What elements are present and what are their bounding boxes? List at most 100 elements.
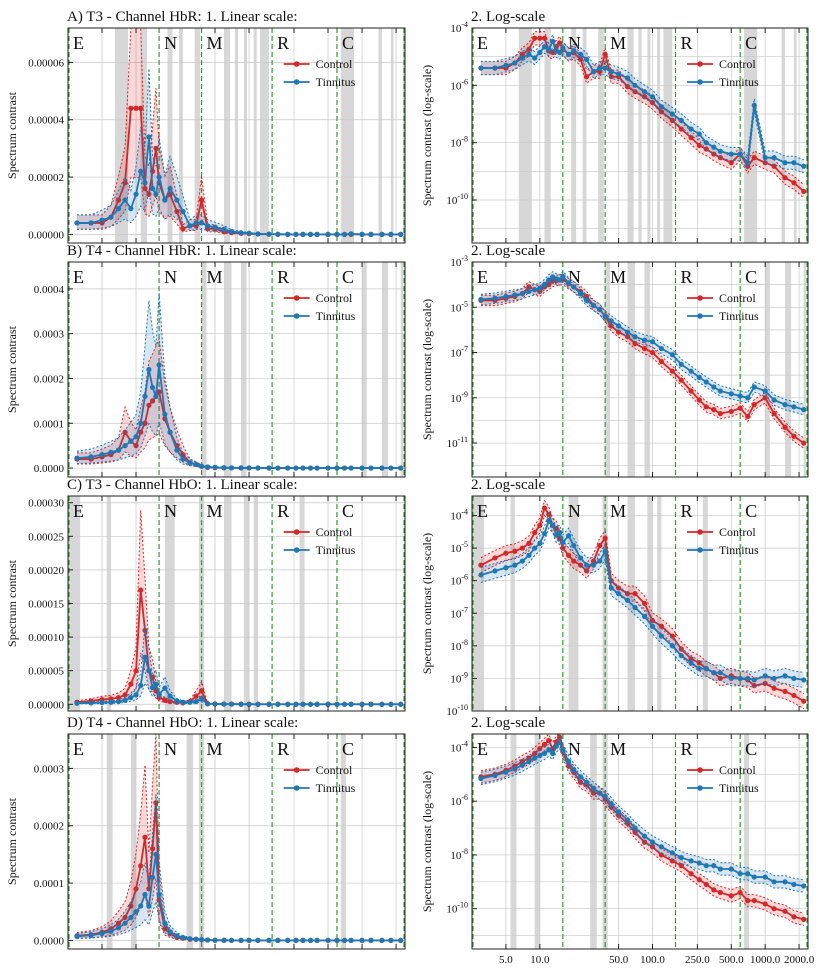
series-tinnitus-point bbox=[492, 65, 498, 71]
axes-linear: E N M R C 0.0000 0.0001 0.0002 0.0003 Control Tinn… bbox=[34, 733, 406, 950]
series-control-point bbox=[641, 345, 648, 352]
legend-label-tinnitus: Tinnitus bbox=[316, 75, 356, 89]
series-control-point bbox=[751, 155, 757, 161]
legend: Control Tinnitus bbox=[283, 291, 356, 323]
series-tinnitus-point bbox=[577, 774, 584, 780]
series-control-lower bbox=[76, 878, 401, 941]
series-tinnitus-lower bbox=[480, 747, 804, 893]
series-tinnitus-point bbox=[74, 455, 80, 461]
series-tinnitus-point bbox=[550, 38, 556, 45]
shaded-significance-band bbox=[793, 28, 797, 243]
series-tinnitus-upper bbox=[480, 512, 804, 673]
series-tinnitus-point bbox=[293, 231, 299, 237]
series-tinnitus-point bbox=[379, 465, 385, 471]
series-tinnitus-point bbox=[325, 937, 331, 943]
series-tinnitus-point bbox=[537, 285, 543, 291]
series-control-point bbox=[696, 660, 702, 666]
series-tinnitus-point bbox=[187, 699, 193, 705]
series-tinnitus-point bbox=[334, 465, 340, 471]
shaded-significance-band bbox=[571, 28, 577, 243]
band-letter: R bbox=[277, 267, 289, 287]
series-tinnitus-point bbox=[167, 929, 173, 935]
band-letter: N bbox=[164, 501, 177, 521]
series-tinnitus-point bbox=[678, 854, 684, 861]
series-tinnitus-ci-band bbox=[480, 736, 804, 893]
series-control-point bbox=[597, 542, 603, 549]
series-control-point bbox=[537, 746, 543, 752]
y-tick-label: 0.0000 bbox=[34, 935, 65, 947]
series-tinnitus-point bbox=[212, 464, 218, 470]
series-control-point bbox=[557, 40, 563, 46]
series-tinnitus-point bbox=[74, 933, 80, 939]
series-tinnitus-point bbox=[703, 863, 709, 869]
series-tinnitus-point bbox=[341, 465, 348, 471]
series-tinnitus-point bbox=[255, 465, 261, 471]
shaded-significance-band bbox=[657, 496, 662, 711]
band-letter: C bbox=[342, 739, 354, 759]
series-tinnitus-point bbox=[187, 936, 193, 942]
series-tinnitus-point bbox=[359, 701, 365, 707]
series-control-point bbox=[717, 155, 723, 161]
y-tick-label: 0.00000 bbox=[28, 699, 64, 711]
shaded-significance-band bbox=[510, 496, 515, 711]
band-letter: E bbox=[73, 33, 84, 53]
series-tinnitus-point bbox=[717, 866, 723, 872]
series-tinnitus-point bbox=[187, 460, 193, 466]
panel-title-linear: D) T4 - Channel HbO: 1. Linear scale: bbox=[67, 715, 298, 731]
series-tinnitus-lower bbox=[480, 280, 804, 416]
y-tick-label: 0.0003 bbox=[34, 329, 65, 341]
series-tinnitus-point bbox=[334, 937, 340, 943]
band-letter: E bbox=[477, 501, 488, 521]
series-control-point bbox=[198, 688, 205, 694]
series-tinnitus-point bbox=[696, 131, 702, 137]
series-tinnitus-point bbox=[228, 228, 235, 235]
series-tinnitus-point bbox=[398, 231, 404, 237]
shaded-significance-band bbox=[605, 262, 611, 477]
series-tinnitus-point bbox=[348, 937, 354, 943]
series-tinnitus-point bbox=[198, 936, 205, 943]
panel-title-log: 2. Log-scale bbox=[471, 9, 545, 25]
series-tinnitus-upper bbox=[480, 735, 804, 881]
series-tinnitus-point bbox=[275, 465, 281, 471]
legend: Control Tinnitus bbox=[687, 57, 759, 89]
series-tinnitus-point bbox=[608, 585, 614, 591]
series-tinnitus-point bbox=[149, 384, 156, 391]
series-tinnitus-point bbox=[275, 231, 281, 237]
y-tick-label: 10-5 bbox=[450, 540, 468, 555]
series-control-ci-band bbox=[76, 510, 401, 705]
series-tinnitus-point bbox=[590, 302, 597, 309]
band-letter: R bbox=[680, 33, 692, 53]
series-tinnitus-point bbox=[751, 874, 757, 880]
series-tinnitus-point bbox=[546, 747, 552, 753]
series-tinnitus-point bbox=[88, 700, 94, 706]
series-tinnitus-point bbox=[624, 329, 631, 335]
series-tinnitus-point bbox=[128, 438, 134, 444]
y-tick-label: 10-11 bbox=[447, 435, 468, 450]
series-tinnitus-point bbox=[153, 393, 159, 399]
series-control-point bbox=[519, 51, 525, 57]
series-tinnitus-point bbox=[167, 429, 173, 435]
series-tinnitus-point bbox=[557, 740, 563, 746]
series-tinnitus-point bbox=[205, 701, 211, 707]
series-tinnitus-point bbox=[133, 692, 139, 698]
series-tinnitus-point bbox=[314, 937, 320, 943]
legend-label-control: Control bbox=[316, 525, 353, 539]
series-tinnitus-point bbox=[379, 701, 385, 707]
series-tinnitus-point bbox=[711, 144, 717, 150]
series-tinnitus-point bbox=[246, 230, 252, 236]
series-tinnitus-point bbox=[341, 231, 348, 237]
series-tinnitus-point bbox=[478, 296, 484, 303]
series-tinnitus-point bbox=[519, 291, 525, 297]
axes-log: E N M R C 10-4 10-6 10-8 10-10 Control Tinnitus 5.0… bbox=[446, 733, 815, 969]
series-control-point bbox=[128, 105, 134, 111]
y-tick-label: 10-10 bbox=[446, 901, 468, 916]
series-tinnitus-point bbox=[153, 191, 159, 197]
legend-marker-tinnitus bbox=[293, 313, 300, 319]
series-tinnitus-point bbox=[791, 675, 797, 682]
band-letter: C bbox=[745, 739, 757, 759]
series-control-point bbox=[128, 903, 134, 909]
series-control-point bbox=[142, 185, 148, 192]
series-control-point bbox=[728, 160, 734, 166]
series-tinnitus-point bbox=[696, 374, 702, 380]
series-control-point bbox=[717, 675, 723, 682]
